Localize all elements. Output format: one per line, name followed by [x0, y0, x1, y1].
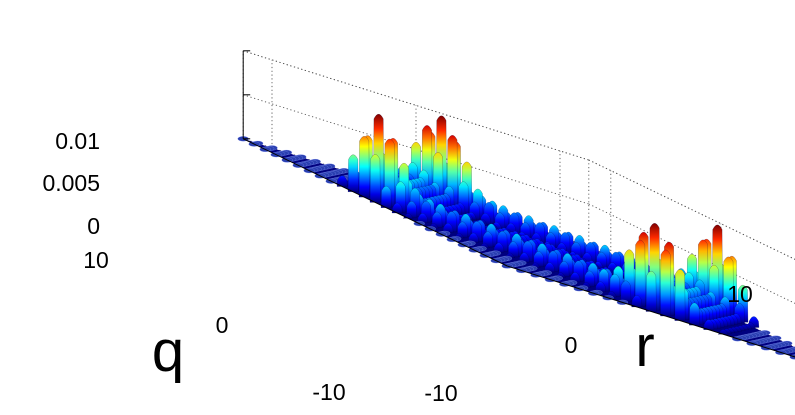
- q-axis-line: [242, 138, 508, 267]
- surface-peak: [358, 136, 370, 198]
- y-tick-label: 10: [83, 247, 109, 273]
- y-tick-label: 0: [216, 312, 229, 338]
- surface-peak: [703, 319, 715, 330]
- axis-lines: [242, 50, 795, 358]
- x-tick-label: 0: [565, 332, 578, 358]
- x-tick-label: 10: [727, 281, 753, 307]
- surface-lattice: [237, 114, 795, 360]
- x-axis-label: r: [635, 314, 654, 379]
- surface-peak: [631, 295, 643, 308]
- z-tick-label: 0.01: [55, 128, 100, 154]
- surface-peak: [442, 222, 454, 233]
- y-axis-label: q: [152, 319, 184, 384]
- surface-peak: [660, 249, 671, 317]
- surface-peak: [544, 262, 555, 273]
- surface-peak: [634, 239, 646, 307]
- surface-peak: [569, 272, 581, 283]
- surface-peak: [518, 252, 530, 263]
- z-tick-label: 0: [87, 213, 100, 239]
- surface-peak: [689, 302, 700, 326]
- r-axis-line: [507, 265, 795, 358]
- surface-peak: [674, 269, 686, 321]
- surface-peak: [347, 154, 359, 192]
- surface-peak: [493, 242, 505, 253]
- surface-peak: [391, 202, 403, 214]
- x-tick-label: -10: [424, 380, 457, 406]
- surface-peak: [369, 154, 381, 203]
- surface-peak: [595, 281, 606, 292]
- z-tick-label: 0.005: [42, 170, 100, 196]
- surface-peak: [609, 273, 621, 297]
- surface-peak: [645, 270, 657, 312]
- y-tick-label: -10: [312, 379, 345, 405]
- surface-peak: [620, 280, 632, 302]
- surface-peak: [336, 175, 348, 187]
- surface-peak: [380, 185, 392, 208]
- surface-peak: [417, 213, 428, 224]
- surface-peak: [468, 232, 479, 243]
